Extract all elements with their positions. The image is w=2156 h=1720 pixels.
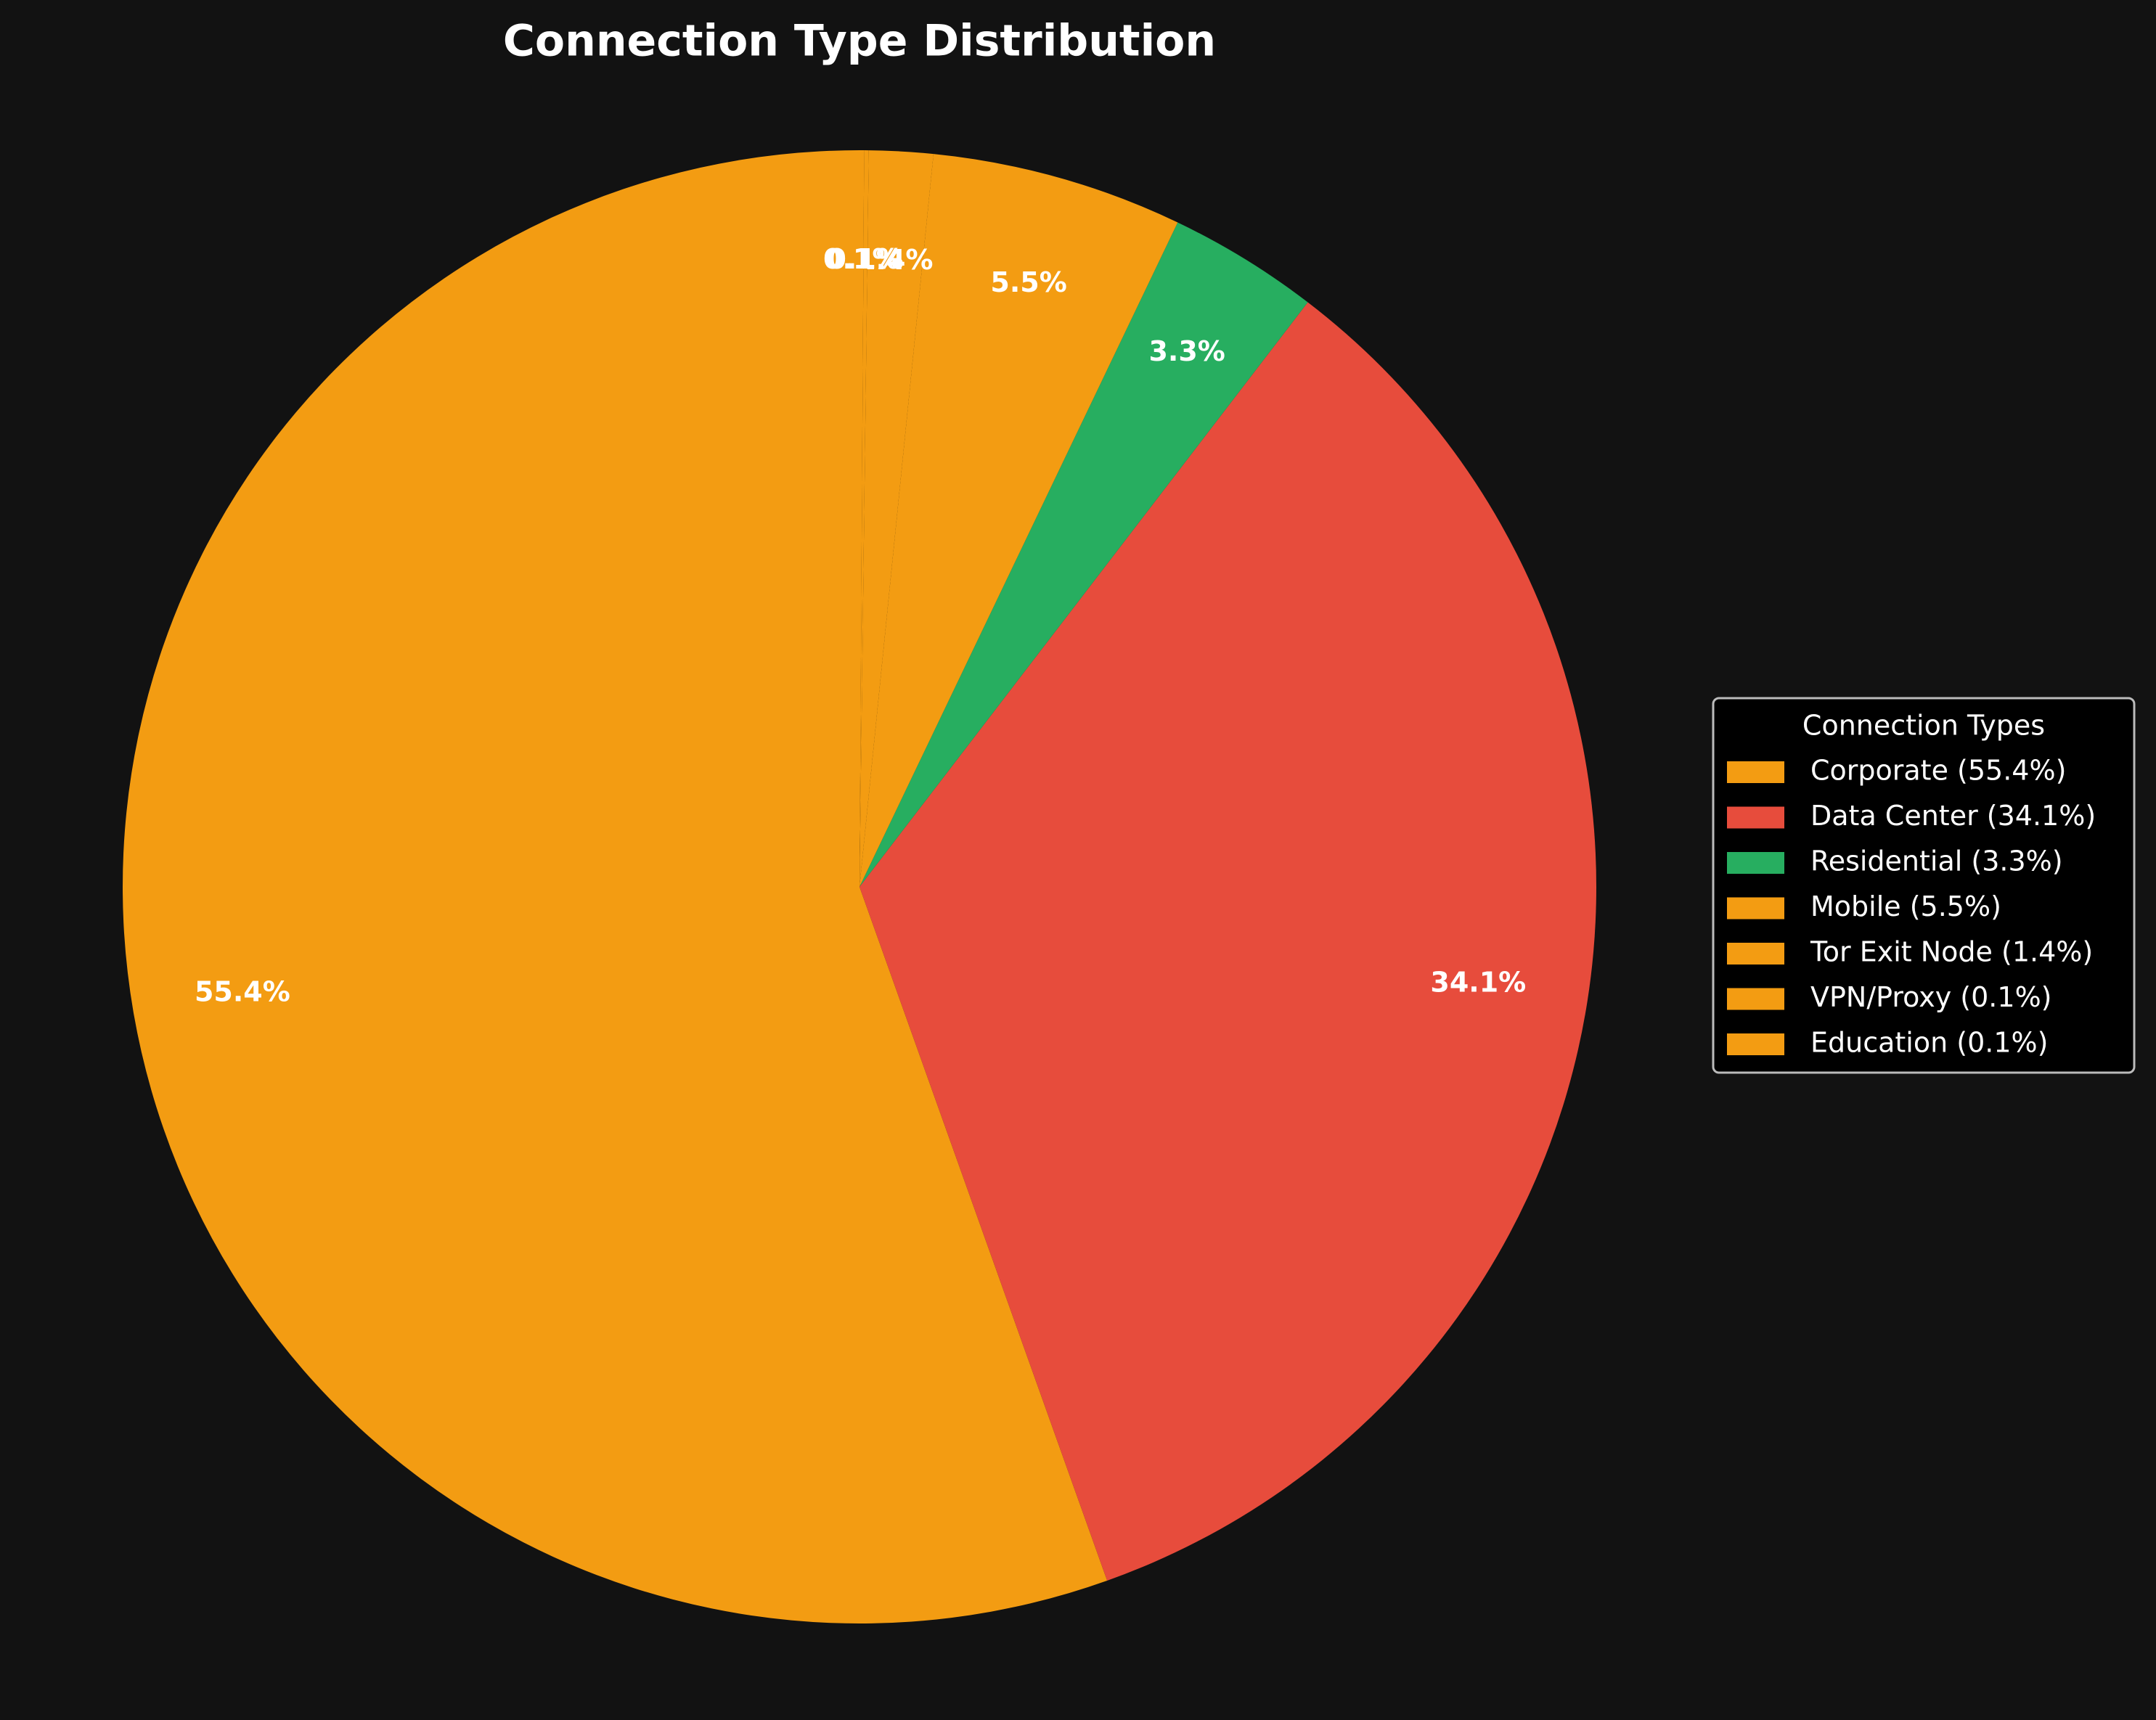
pie-slice <box>859 302 1597 1581</box>
legend-swatch <box>1727 1033 1784 1055</box>
legend-box <box>1712 697 2136 1074</box>
data-label: 0.1% <box>823 243 899 275</box>
pie-slice <box>859 150 934 887</box>
pie-slice <box>859 154 1178 887</box>
legend-swatch <box>1727 897 1784 920</box>
pie: 55.4% 34.1% 3.3% 5.5% 1.4%0.1%0.1% <box>123 150 1597 1623</box>
legend-swatch <box>1727 988 1784 1010</box>
legend: Connection Types Corporate (55.4%) Data C… <box>1712 697 2136 1074</box>
legend-label: Residential (3.3%) <box>1810 845 2063 877</box>
data-label: 0.1% <box>827 243 903 275</box>
legend-swatch <box>1727 761 1784 783</box>
data-label: 34.1% <box>1430 966 1526 998</box>
legend-label: Data Center (34.1%) <box>1810 800 2096 832</box>
data-label: 55.4% <box>195 976 290 1008</box>
legend-label: Education (0.1%) <box>1810 1027 2048 1059</box>
chart-title: Connection Type Distribution <box>503 16 1216 67</box>
data-label: 3.3% <box>1148 335 1225 367</box>
pie-slice <box>859 150 865 887</box>
legend-swatch <box>1727 852 1784 874</box>
legend-swatch <box>1727 806 1784 829</box>
pie-slice <box>123 150 1108 1623</box>
data-label: 1.4% <box>857 244 933 276</box>
pie-slice <box>859 150 869 887</box>
legend-title: Connection Types <box>1802 710 2045 742</box>
legend-label: Tor Exit Node (1.4%) <box>1810 936 2093 968</box>
legend-label: Corporate (55.4%) <box>1810 755 2066 787</box>
data-label: 5.5% <box>990 266 1066 298</box>
legend-swatch <box>1727 943 1784 965</box>
pie-slice <box>859 222 1308 888</box>
legend-label: VPN/Proxy (0.1%) <box>1810 981 2052 1013</box>
legend-label: Mobile (5.5%) <box>1810 890 2001 922</box>
